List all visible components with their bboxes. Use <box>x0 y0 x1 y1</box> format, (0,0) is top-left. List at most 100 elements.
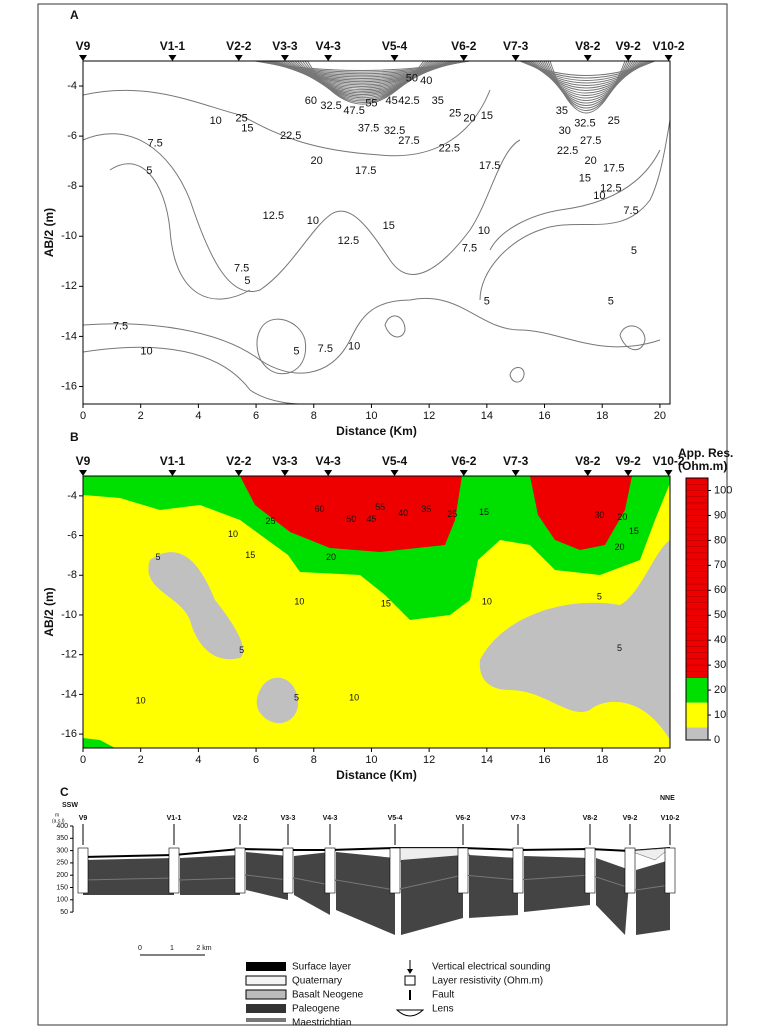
x-tick-label: 6 <box>253 410 259 422</box>
panel-label: B <box>70 430 79 444</box>
y-tick-label: -10 <box>61 609 77 621</box>
contour-label: 15 <box>629 526 639 536</box>
sounding-column <box>324 847 336 894</box>
panel-label: C <box>60 785 69 799</box>
contour-label: 5 <box>484 295 490 307</box>
station-label: V8-2 <box>575 454 601 468</box>
station-label: V3-3 <box>272 454 298 468</box>
cross-section <box>82 847 671 1022</box>
station-label: V3-3 <box>272 39 298 53</box>
contour-line <box>547 60 628 111</box>
x-tick-label: 0 <box>80 754 86 766</box>
y-tick-label: -4 <box>67 490 77 502</box>
contour-label: 55 <box>365 97 377 109</box>
contour-label: 45 <box>386 95 398 107</box>
scale-label: 0 <box>138 945 142 952</box>
contour-label: 22.5 <box>557 145 578 157</box>
colorbar-title: (Ohm.m) <box>678 459 727 473</box>
contour-label: 32.5 <box>384 125 405 137</box>
contour-label: 25 <box>449 107 461 119</box>
contour-line <box>541 60 634 104</box>
station-label: V6-2 <box>456 815 471 822</box>
station-marker <box>664 55 673 61</box>
sounding-column <box>624 847 636 894</box>
station-marker <box>390 470 399 476</box>
contour-line <box>549 60 626 114</box>
sounding-column <box>664 847 676 894</box>
contour-label: 10 <box>228 529 238 539</box>
elevation-label: 250 <box>56 860 68 867</box>
station-marker <box>459 55 468 61</box>
contour-label: 5 <box>631 245 637 257</box>
sounding-column <box>234 847 246 894</box>
sounding-column <box>282 847 294 894</box>
station-label: V6-2 <box>451 39 477 53</box>
station-label: V7-3 <box>503 454 529 468</box>
station-marker <box>390 55 399 61</box>
legend-label: Basalt Neogene <box>292 990 364 1001</box>
station-marker <box>511 55 520 61</box>
station-label: V5-4 <box>388 815 403 822</box>
contour-label: 15 <box>383 220 395 232</box>
legend-label: Fault <box>432 990 454 1001</box>
elevation-label: 300 <box>56 847 68 854</box>
y-tick-label: -14 <box>61 330 77 342</box>
legend-label: Layer resistivity (Ohm.m) <box>432 976 543 987</box>
contour-label: 22.5 <box>439 143 460 155</box>
x-tick-label: 2 <box>138 410 144 422</box>
contour-label: 45 <box>366 514 376 524</box>
station-marker <box>583 55 592 61</box>
contour-label: 7.5 <box>462 243 477 255</box>
scale-label: 2 km <box>196 945 211 952</box>
contour-label: 27.5 <box>580 135 601 147</box>
contour-line <box>302 60 429 102</box>
contour-label: 15 <box>481 110 493 122</box>
contour-label: 10 <box>348 340 360 352</box>
contour-label: 50 <box>406 72 418 84</box>
contour-label: 35 <box>421 504 431 514</box>
x-tick-label: 4 <box>195 754 201 766</box>
contour-label: 10 <box>294 596 304 606</box>
y-tick-label: -16 <box>61 728 77 740</box>
legend-label: Vertical electrical sounding <box>432 962 550 973</box>
contour-label: 25 <box>265 516 275 526</box>
direction: NNE <box>660 795 675 802</box>
station-marker <box>583 470 592 476</box>
x-tick-label: 10 <box>365 410 377 422</box>
sounding-column <box>168 847 180 894</box>
contour-label: 27.5 <box>398 135 419 147</box>
station-marker <box>324 55 333 61</box>
legend-label: Maestrichtian <box>292 1018 351 1029</box>
x-tick-label: 4 <box>195 410 201 422</box>
x-tick-label: 10 <box>365 754 377 766</box>
station-marker <box>324 470 333 476</box>
x-tick-label: 18 <box>596 754 608 766</box>
x-axis-label: Distance (Km) <box>336 768 417 782</box>
contour-line <box>304 60 427 103</box>
y-axis-label: AB/2 (m) <box>42 587 56 636</box>
x-tick-label: 2 <box>138 754 144 766</box>
colorbar-title: App. Res. <box>678 446 733 460</box>
colorbar-frame <box>685 477 709 741</box>
y-tick-label: -14 <box>61 688 77 700</box>
station-label: V8-2 <box>575 39 601 53</box>
x-tick-label: 0 <box>80 410 86 422</box>
contour-line <box>539 60 636 101</box>
station-label: V4-3 <box>316 454 342 468</box>
elevation-label: 200 <box>56 872 68 879</box>
x-tick-label: 16 <box>538 754 550 766</box>
colorbar-tick-label: 60 <box>714 584 726 596</box>
contour-label: 12.5 <box>338 235 359 247</box>
station-label: V9-2 <box>623 815 638 822</box>
station-marker <box>511 470 520 476</box>
colorbar-tick-label: 90 <box>714 509 726 521</box>
station-label: V1-1 <box>160 454 186 468</box>
station-label: V9-2 <box>615 39 641 53</box>
station-label: V3-3 <box>281 815 296 822</box>
contour-label: 60 <box>315 504 325 514</box>
contour-label: 60 <box>305 95 317 107</box>
contour-label: 22.5 <box>280 130 301 142</box>
legend-label: Quaternary <box>292 976 342 987</box>
contour-label: 37.5 <box>358 123 379 135</box>
